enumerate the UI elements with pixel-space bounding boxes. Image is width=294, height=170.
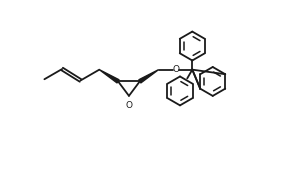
Text: O: O bbox=[126, 101, 132, 110]
Polygon shape bbox=[99, 70, 119, 83]
Text: O: O bbox=[172, 65, 179, 74]
Polygon shape bbox=[139, 70, 158, 83]
